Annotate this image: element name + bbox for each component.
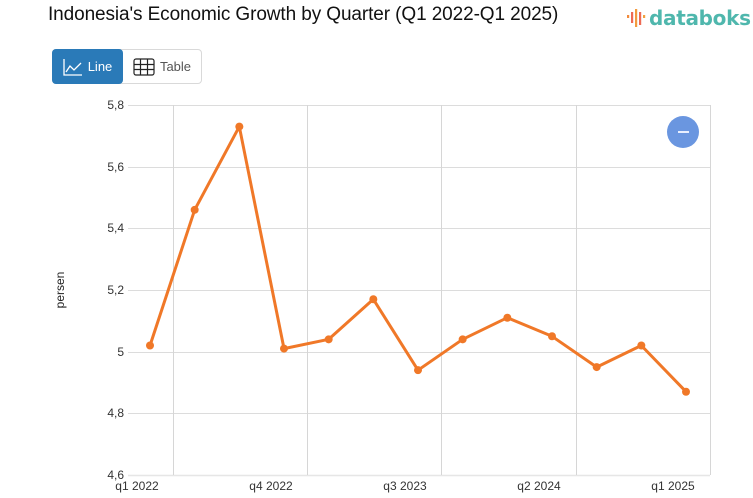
data-point[interactable]	[548, 332, 556, 341]
data-point[interactable]	[458, 335, 467, 344]
y-tick-label: 5,8	[107, 97, 124, 112]
line-view-label: Line	[87, 59, 113, 74]
y-axis-label: persen	[53, 271, 67, 309]
databoks-logo[interactable]: databoks	[626, 6, 751, 30]
table-view-label: Table	[159, 59, 192, 74]
chart-title: Indonesia's Economic Growth by Quarter (…	[48, 4, 559, 25]
zoom-out-button[interactable]	[667, 116, 699, 148]
x-tick-label: q4 2022	[249, 479, 293, 493]
data-point[interactable]	[235, 122, 244, 131]
data-point[interactable]	[592, 363, 601, 372]
logo-text: databoks	[649, 6, 751, 30]
table-grid-icon	[133, 57, 155, 76]
y-tick-label: 5,4	[107, 220, 124, 235]
data-point[interactable]	[146, 341, 154, 350]
y-tick-label: 5	[117, 344, 124, 359]
table-view-button[interactable]: Table	[123, 50, 201, 83]
x-tick-label: q1 2022	[115, 479, 159, 493]
data-point[interactable]	[280, 344, 288, 353]
line-chart-icon	[63, 58, 82, 76]
data-point[interactable]	[682, 387, 690, 396]
data-point[interactable]	[190, 205, 199, 214]
data-line	[148, 125, 688, 393]
x-tick-label: q2 2024	[517, 479, 561, 493]
y-tick-label: 5,2	[107, 282, 124, 297]
x-tick-label: q1 2025	[651, 479, 695, 493]
data-point[interactable]	[324, 335, 333, 344]
y-tick-label: 4,6	[107, 467, 124, 482]
y-tick-label: 5,6	[107, 159, 124, 174]
data-point[interactable]	[369, 295, 378, 304]
data-point[interactable]	[637, 341, 646, 350]
data-point[interactable]	[414, 366, 422, 375]
x-tick-label: q3 2023	[383, 479, 427, 493]
y-tick-label: 4,8	[107, 405, 124, 420]
logo-bars-icon	[627, 9, 646, 27]
data-point[interactable]	[503, 313, 512, 322]
line-view-button[interactable]: Line	[52, 49, 123, 84]
view-toggle: Line Table	[52, 49, 202, 84]
minus-icon	[677, 131, 689, 133]
